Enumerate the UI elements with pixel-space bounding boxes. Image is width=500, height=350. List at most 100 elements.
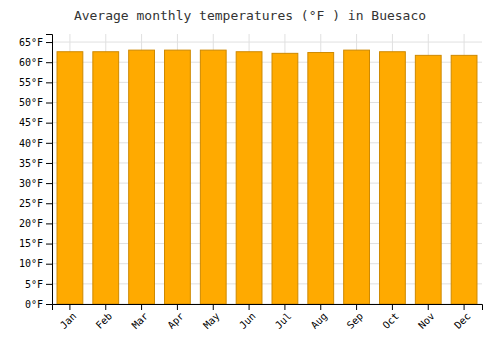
tick-mark xyxy=(284,304,285,310)
tick-label: 60°F xyxy=(19,57,43,68)
axis-line xyxy=(46,35,53,305)
tick-mark xyxy=(141,304,142,310)
tick: 5°F xyxy=(25,279,52,290)
bar xyxy=(93,52,119,304)
bar xyxy=(415,55,441,304)
tick-label: 35°F xyxy=(19,158,43,169)
tick-label: Jul xyxy=(273,310,294,331)
bar xyxy=(451,55,477,304)
tick: Apr xyxy=(165,304,186,331)
tick: 25°F xyxy=(19,198,52,209)
x-axis: Jan Feb Mar Apr May Jun Jul Aug Sep Oct Nov Dec xyxy=(53,304,483,331)
tick-mark xyxy=(46,223,52,224)
tick-label: Feb xyxy=(94,310,115,331)
tick: Oct xyxy=(380,304,401,331)
tick-mark xyxy=(46,42,52,43)
tick-mark xyxy=(213,304,214,310)
bar xyxy=(165,50,191,304)
tick-mark xyxy=(320,304,321,310)
tick-mark xyxy=(105,304,106,310)
tick-mark xyxy=(46,123,52,124)
chart: Average monthly temperatures (°F ) in Bu… xyxy=(0,0,500,350)
tick: Feb xyxy=(94,304,115,331)
tick-label: 65°F xyxy=(19,37,43,48)
tick-label: 0°F xyxy=(25,299,43,310)
tick-label: May xyxy=(201,310,222,331)
tick: Nov xyxy=(416,304,437,331)
tick: Mar xyxy=(130,304,151,331)
grid-line xyxy=(52,42,482,43)
tick: Jan xyxy=(58,304,79,331)
tick-mark xyxy=(356,304,357,310)
tick-mark xyxy=(249,304,250,310)
tick-mark xyxy=(46,82,52,83)
axis-line xyxy=(53,305,483,311)
tick-mark xyxy=(177,304,178,310)
tick-label: Aug xyxy=(309,310,330,331)
tick-mark xyxy=(46,163,52,164)
tick-label: Jun xyxy=(237,310,258,331)
tick: 15°F xyxy=(19,238,52,249)
tick-mark xyxy=(46,264,52,265)
bar xyxy=(57,52,83,304)
tick-mark xyxy=(46,62,52,63)
tick-label: 10°F xyxy=(19,258,43,269)
bar xyxy=(380,52,406,304)
tick-mark xyxy=(46,203,52,204)
tick-mark xyxy=(428,304,429,310)
plot: 0°F 5°F 10°F 15°F 20°F 25°F 30°F 35°F 40°F 45°F 50… xyxy=(19,34,483,331)
tick-label: Apr xyxy=(165,310,186,331)
tick-label: 40°F xyxy=(19,138,43,149)
tick-label: 5°F xyxy=(25,279,43,290)
tick-mark xyxy=(46,183,52,184)
bar xyxy=(129,50,155,304)
tick: 40°F xyxy=(19,138,52,149)
tick-label: 20°F xyxy=(19,218,43,229)
tick: Dec xyxy=(452,304,473,331)
bar xyxy=(272,53,298,304)
tick-label: 55°F xyxy=(19,77,43,88)
tick: 45°F xyxy=(19,117,52,128)
tick-mark xyxy=(46,244,52,245)
grid xyxy=(52,34,482,304)
tick-label: Jan xyxy=(58,310,79,331)
bars xyxy=(57,50,477,304)
tick: Jul xyxy=(273,304,294,331)
bar xyxy=(200,50,226,304)
tick: 30°F xyxy=(19,178,52,189)
tick-label: 25°F xyxy=(19,198,43,209)
bar xyxy=(308,53,334,304)
tick-label: 50°F xyxy=(19,97,43,108)
tick-mark xyxy=(46,304,52,305)
tick-mark xyxy=(464,304,465,310)
tick-label: 45°F xyxy=(19,117,43,128)
tick-mark xyxy=(392,304,393,310)
tick: 0°F xyxy=(25,299,52,310)
title: Average monthly temperatures (°F ) in Bu… xyxy=(74,8,426,23)
tick-label: Mar xyxy=(130,310,151,331)
y-axis: 0°F 5°F 10°F 15°F 20°F 25°F 30°F 35°F 40°F 45°F 50… xyxy=(19,35,53,310)
tick-label: Nov xyxy=(416,310,437,331)
tick: 20°F xyxy=(19,218,52,229)
tick: 10°F xyxy=(19,258,52,269)
tick-label: Oct xyxy=(380,310,401,331)
tick: May xyxy=(201,304,222,331)
tick-label: Sep xyxy=(345,310,366,331)
bar xyxy=(236,52,262,304)
tick-label: Dec xyxy=(452,310,473,331)
tick-label: 30°F xyxy=(19,178,43,189)
tick: 50°F xyxy=(19,97,52,108)
tick: 65°F xyxy=(19,37,52,48)
tick-mark xyxy=(46,284,52,285)
tick: Aug xyxy=(309,304,330,331)
tick-mark xyxy=(69,304,70,310)
tick-label: 15°F xyxy=(19,238,43,249)
tick: 60°F xyxy=(19,57,52,68)
tick: 35°F xyxy=(19,158,52,169)
tick: Sep xyxy=(345,304,366,331)
tick: 55°F xyxy=(19,77,52,88)
tick-mark xyxy=(46,143,52,144)
bar xyxy=(344,50,370,304)
tick-mark xyxy=(46,103,52,104)
tick: Jun xyxy=(237,304,258,331)
